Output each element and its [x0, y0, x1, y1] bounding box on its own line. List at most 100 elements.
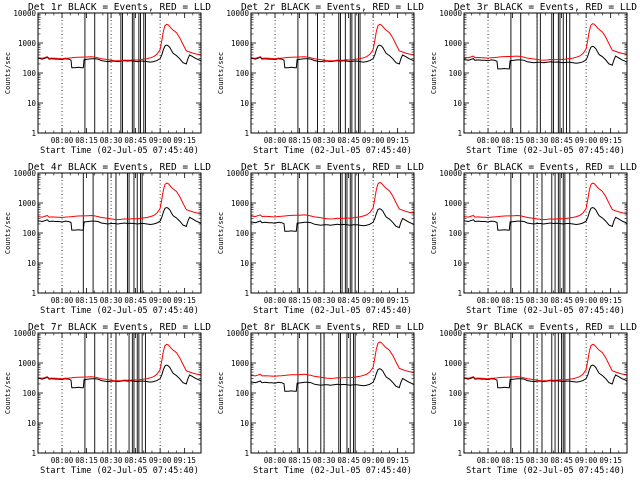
- x-tick-label: 09:00: [149, 136, 172, 145]
- panel-det-4: Det 4r BLACK = Events, RED = LLD 1 10 100 10…: [4, 162, 211, 316]
- y-tick-label: 1: [457, 129, 462, 138]
- panel-title: Det 6r BLACK = Events, RED = LLD: [454, 162, 637, 173]
- y-tick-label: 1000: [231, 359, 250, 368]
- series-lld-line: [250, 341, 415, 379]
- x-tick-label: 09:00: [362, 456, 385, 465]
- panel-title: Det 9r BLACK = Events, RED = LLD: [454, 322, 637, 333]
- x-tick-label: 09:15: [386, 296, 409, 305]
- y-tick-label: 10: [27, 99, 37, 108]
- x-tick-label: 09:00: [149, 456, 172, 465]
- plot-frame: [463, 332, 628, 454]
- series-events-line: [250, 208, 415, 232]
- panel-det-8: Det 8r BLACK = Events, RED = LLD 1 10 100 10…: [217, 322, 424, 476]
- panel-det-9: Det 9r BLACK = Events, RED = LLD 1 10 100 10…: [430, 322, 637, 476]
- y-axis-label: Counts/sec: [430, 52, 438, 94]
- x-tick-label: 08:45: [337, 136, 360, 145]
- series-lld-line: [463, 343, 628, 382]
- y-tick-label: 10: [27, 259, 37, 268]
- series-events-line: [37, 44, 202, 69]
- x-tick-label: 09:00: [362, 296, 385, 305]
- series-events-line: [37, 206, 202, 231]
- y-axis-label: Counts/sec: [4, 52, 12, 94]
- y-axis-label: Counts/sec: [430, 372, 438, 414]
- y-tick-label: 10000: [13, 169, 36, 178]
- x-tick-label: 08:30: [100, 296, 123, 305]
- y-axis-label: Counts/sec: [4, 212, 12, 254]
- x-tick-label: 08:45: [337, 296, 360, 305]
- y-tick-label: 10: [240, 419, 250, 428]
- y-tick-label: 100: [235, 389, 249, 398]
- x-tick-label: 08:00: [264, 456, 287, 465]
- y-tick-label: 1000: [231, 39, 250, 48]
- x-tick-label: 08:00: [264, 136, 287, 145]
- panel-det-6: Det 6r BLACK = Events, RED = LLD 1 10 100 10…: [430, 162, 637, 316]
- panel-title: Det 4r BLACK = Events, RED = LLD: [28, 162, 211, 173]
- panel-title: Det 3r BLACK = Events, RED = LLD: [454, 2, 637, 13]
- y-tick-label: 10000: [226, 9, 249, 18]
- x-tick-label: 09:00: [575, 296, 598, 305]
- series-lld-line: [37, 23, 202, 62]
- y-tick-label: 1000: [18, 199, 37, 208]
- panel-det-5: Det 5r BLACK = Events, RED = LLD 1 10 100 10…: [217, 162, 424, 316]
- x-tick-label: 08:15: [75, 296, 98, 305]
- plot-frame: [37, 12, 202, 134]
- y-tick-label: 100: [448, 69, 462, 78]
- panel-det-7: Det 7r BLACK = Events, RED = LLD 1 10 100 10…: [4, 322, 211, 476]
- x-tick-label: 08:45: [124, 136, 147, 145]
- x-tick-label: 08:15: [501, 456, 524, 465]
- x-tick-label: 08:15: [75, 136, 98, 145]
- x-tick-label: 08:45: [550, 456, 573, 465]
- x-tick-label: 08:15: [75, 456, 98, 465]
- series-lld-line: [250, 181, 415, 220]
- x-tick-label: 08:30: [526, 456, 549, 465]
- y-tick-label: 10: [27, 419, 37, 428]
- x-tick-label: 09:15: [599, 456, 622, 465]
- y-tick-label: 10: [240, 259, 250, 268]
- y-tick-label: 100: [22, 69, 36, 78]
- x-tick-label: 08:45: [124, 456, 147, 465]
- x-tick-label: 08:15: [501, 136, 524, 145]
- x-tick-label: 08:00: [264, 296, 287, 305]
- y-tick-label: 100: [448, 389, 462, 398]
- x-axis-label: Start Time (02-Jul-05 07:45:40): [253, 146, 412, 156]
- x-axis-label: Start Time (02-Jul-05 07:45:40): [40, 306, 199, 316]
- y-axis-label: Counts/sec: [217, 212, 225, 254]
- y-tick-label: 1: [244, 129, 249, 138]
- y-tick-label: 10000: [226, 329, 249, 338]
- y-tick-label: 10000: [439, 169, 462, 178]
- x-tick-label: 08:30: [313, 136, 336, 145]
- panel-title: Det 7r BLACK = Events, RED = LLD: [28, 322, 211, 333]
- y-tick-label: 1: [457, 449, 462, 458]
- y-tick-label: 1000: [231, 199, 250, 208]
- y-tick-label: 100: [448, 229, 462, 238]
- plot-frame: [250, 12, 415, 134]
- x-tick-label: 08:30: [313, 456, 336, 465]
- x-tick-label: 09:00: [149, 296, 172, 305]
- y-tick-label: 1000: [444, 359, 463, 368]
- x-tick-label: 08:45: [337, 456, 360, 465]
- y-tick-label: 1: [244, 289, 249, 298]
- x-tick-label: 08:00: [477, 296, 500, 305]
- y-tick-label: 100: [22, 389, 36, 398]
- y-tick-label: 1: [31, 129, 36, 138]
- x-axis-label: Start Time (02-Jul-05 07:45:40): [253, 306, 412, 316]
- y-tick-label: 100: [235, 229, 249, 238]
- series-lld-line: [463, 182, 628, 221]
- series-lld-line: [250, 23, 415, 62]
- panel-title: Det 8r BLACK = Events, RED = LLD: [241, 322, 424, 333]
- y-tick-label: 1: [244, 449, 249, 458]
- panel-title: Det 2r BLACK = Events, RED = LLD: [241, 2, 424, 13]
- series-events-line: [463, 206, 628, 231]
- y-tick-label: 100: [235, 69, 249, 78]
- y-tick-label: 10000: [13, 9, 36, 18]
- x-axis-label: Start Time (02-Jul-05 07:45:40): [253, 466, 412, 476]
- series-events-line: [463, 364, 628, 389]
- series-events-line: [250, 44, 415, 69]
- x-axis-label: Start Time (02-Jul-05 07:45:40): [466, 146, 625, 156]
- y-tick-label: 10000: [13, 329, 36, 338]
- y-tick-label: 1: [31, 449, 36, 458]
- y-tick-label: 100: [22, 229, 36, 238]
- panel-det-3: Det 3r BLACK = Events, RED = LLD 1 10 100 10…: [430, 2, 637, 156]
